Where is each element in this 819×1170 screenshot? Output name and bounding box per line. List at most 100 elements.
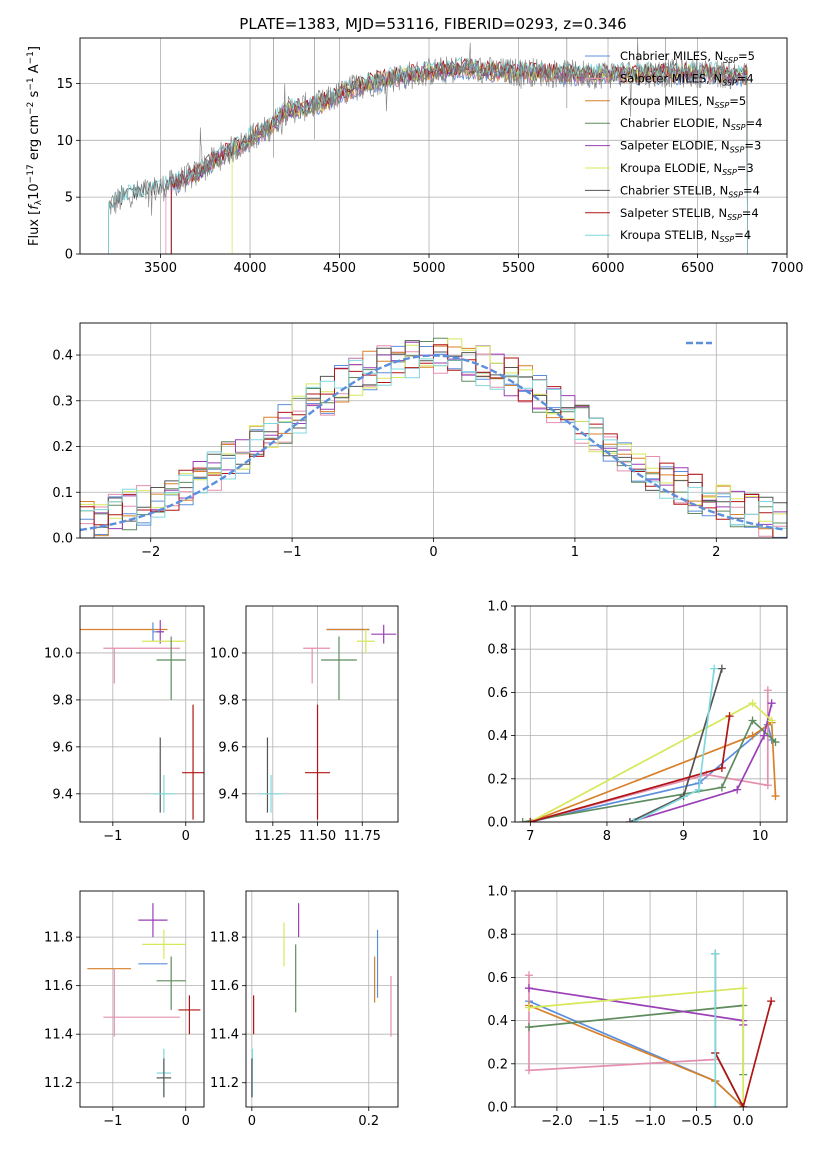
x-tick-label: −1.5 (588, 1114, 620, 1129)
y-tick-label: 0.4 (52, 349, 73, 364)
x-tick-label: 5000 (412, 261, 445, 276)
y-tick-label: 0.2 (52, 440, 73, 455)
x-tick-label: 0 (429, 545, 437, 560)
weight-marker-chabrier_elodie (717, 783, 726, 792)
y-tick-label: 1.0 (487, 600, 508, 615)
weight-line-chabrier_miles (530, 723, 773, 822)
x-tick-label: −2 (141, 545, 160, 560)
x-tick-label: 6500 (681, 261, 714, 276)
weight-marker-chabrier_stelib (717, 664, 726, 673)
y-tick-label: 9.8 (52, 693, 73, 708)
legend-label-salpeter_stelib: Salpeter STELIB, NSSP=4 (620, 206, 759, 222)
plot-area (80, 337, 787, 538)
x-tick-label: 11.25 (254, 829, 291, 844)
model-spectrum-salpeter_elodie (170, 61, 748, 254)
x-tick-label: 1 (571, 545, 579, 560)
y-tick-label: 0.0 (52, 532, 73, 547)
weight-marker-kroupa_elodie (748, 699, 757, 708)
y-tick-label: 11.2 (210, 1076, 239, 1091)
weight-marker-salpeter_elodie (524, 984, 533, 993)
legend-label-kroupa_miles: Kroupa MILES, NSSP=5 (620, 94, 746, 110)
y-tick-label: 10.0 (210, 646, 239, 661)
x-tick-label: 0 (248, 1114, 256, 1129)
massweight-vs-age-panel: 7 8 9 10 0.0 0.2 0.4 0.6 0.8 1.0 (487, 600, 788, 844)
legend-label-kroupa_stelib: Kroupa STELIB, NSSP=4 (620, 228, 751, 244)
plot-area (518, 664, 780, 822)
weight-marker-kroupa_miles (748, 731, 757, 740)
y-tick-label: 11.8 (44, 931, 73, 946)
weight-marker-chabrier_elodie (524, 1023, 533, 1032)
weight-marker-kroupa_elodie (767, 716, 776, 725)
y-tick-label: 0.6 (487, 971, 508, 986)
weight-line-salpeter_stelib (714, 1000, 773, 1107)
weight-marker-kroupa_stelib (694, 785, 703, 794)
axes-frame (514, 605, 788, 823)
axes-frame (79, 37, 788, 255)
grid (80, 891, 204, 1107)
grid (246, 606, 398, 822)
weight-marker-chabrier_stelib (625, 818, 634, 822)
y-tick-label: 9.6 (52, 740, 73, 755)
y-tick-label: 0.8 (487, 643, 508, 658)
x-tick-label: 0 (182, 829, 190, 844)
plot-area (524, 949, 776, 1107)
axes-frame (245, 605, 399, 823)
y-tick-label: 0.0 (487, 816, 508, 831)
y-tick-label: 11.8 (210, 931, 239, 946)
legend-label-salpeter_elodie: Salpeter ELODIE, NSSP=3 (620, 139, 761, 155)
mass-vs-metallicity-panel: −1 0 11.2 11.4 11.6 11.8 (44, 890, 205, 1129)
weight-marker-salpeter_stelib (767, 997, 776, 1006)
x-tick-label: 6000 (591, 261, 624, 276)
weight-marker-kroupa_miles (771, 792, 780, 801)
x-tick-label: 11.50 (299, 829, 336, 844)
weight-marker-salpeter_elodie (733, 785, 742, 794)
weight-marker-salpeter_stelib (739, 1103, 748, 1107)
x-tick-label: −1 (283, 545, 302, 560)
weight-line-kroupa_miles (529, 721, 777, 822)
y-tick-label: 0.3 (52, 394, 73, 409)
mass-vs-ebv-panel: 0 0.2 11.2 11.4 11.6 11.8 (210, 890, 399, 1129)
axes-frame (79, 890, 205, 1108)
y-tick-label: 11.6 (44, 979, 73, 994)
y-tick-label: 0.8 (487, 928, 508, 943)
y-axis-label: Flux [fλ​10−17​ erg cm−2​ s−1​ A−1​] (26, 46, 44, 246)
grid (80, 606, 204, 822)
weight-line-chabrier_elodie (522, 719, 777, 822)
axes-frame (514, 890, 788, 1108)
legend: Chabrier MILES, NSSP=5 Salpeter MILES, NS… (585, 49, 762, 244)
x-tick-label: 7000 (770, 261, 803, 276)
x-tick-label: 5500 (502, 261, 535, 276)
axes-frame (245, 890, 399, 1108)
model-spectrum-kroupa_elodie (231, 60, 748, 254)
weight-marker-kroupa_stelib (629, 818, 638, 822)
y-tick-label: 0.1 (52, 486, 73, 501)
weight-line-salpeter_elodie (629, 703, 773, 822)
y-tick-label: 0 (65, 248, 73, 263)
y-tick-label: 0.6 (487, 686, 508, 701)
y-tick-label: 10.0 (44, 646, 73, 661)
plot-area (80, 620, 204, 820)
y-tick-label: 0.4 (487, 729, 508, 744)
y-tick-label: 0.4 (487, 1014, 508, 1029)
y-tick-label: 0.2 (487, 1057, 508, 1072)
legend-label-chabrier_elodie: Chabrier ELODIE, NSSP=4 (620, 116, 762, 132)
weight-line-kroupa_elodie (529, 702, 773, 822)
weight-marker-salpeter_stelib (717, 764, 726, 772)
x-tick-label: 4000 (233, 261, 266, 276)
normal-curve (80, 354, 785, 532)
legend-label-chabrier_stelib: Chabrier STELIB, NSSP=4 (620, 183, 760, 199)
y-tick-label: 0.0 (487, 1101, 508, 1116)
x-tick-label: 11.75 (344, 829, 381, 844)
weight-marker-salpeter_stelib (725, 712, 734, 721)
weight-marker-kroupa_stelib (711, 1103, 720, 1107)
x-tick-label: −1.0 (634, 1114, 666, 1129)
weight-marker-kroupa_stelib (711, 949, 720, 958)
weight-marker-salpeter_elodie (767, 699, 776, 708)
y-tick-label: 9.4 (52, 787, 73, 802)
legend-label-kroupa_elodie: Kroupa ELODIE, NSSP=3 (620, 161, 754, 177)
x-tick-label: −2.0 (541, 1114, 573, 1129)
y-tick-label: 11.6 (210, 979, 239, 994)
y-tick-label: 15 (56, 77, 73, 92)
age-vs-metallicity-panel: −1 0 9.4 9.6 9.8 10.0 (44, 605, 205, 844)
